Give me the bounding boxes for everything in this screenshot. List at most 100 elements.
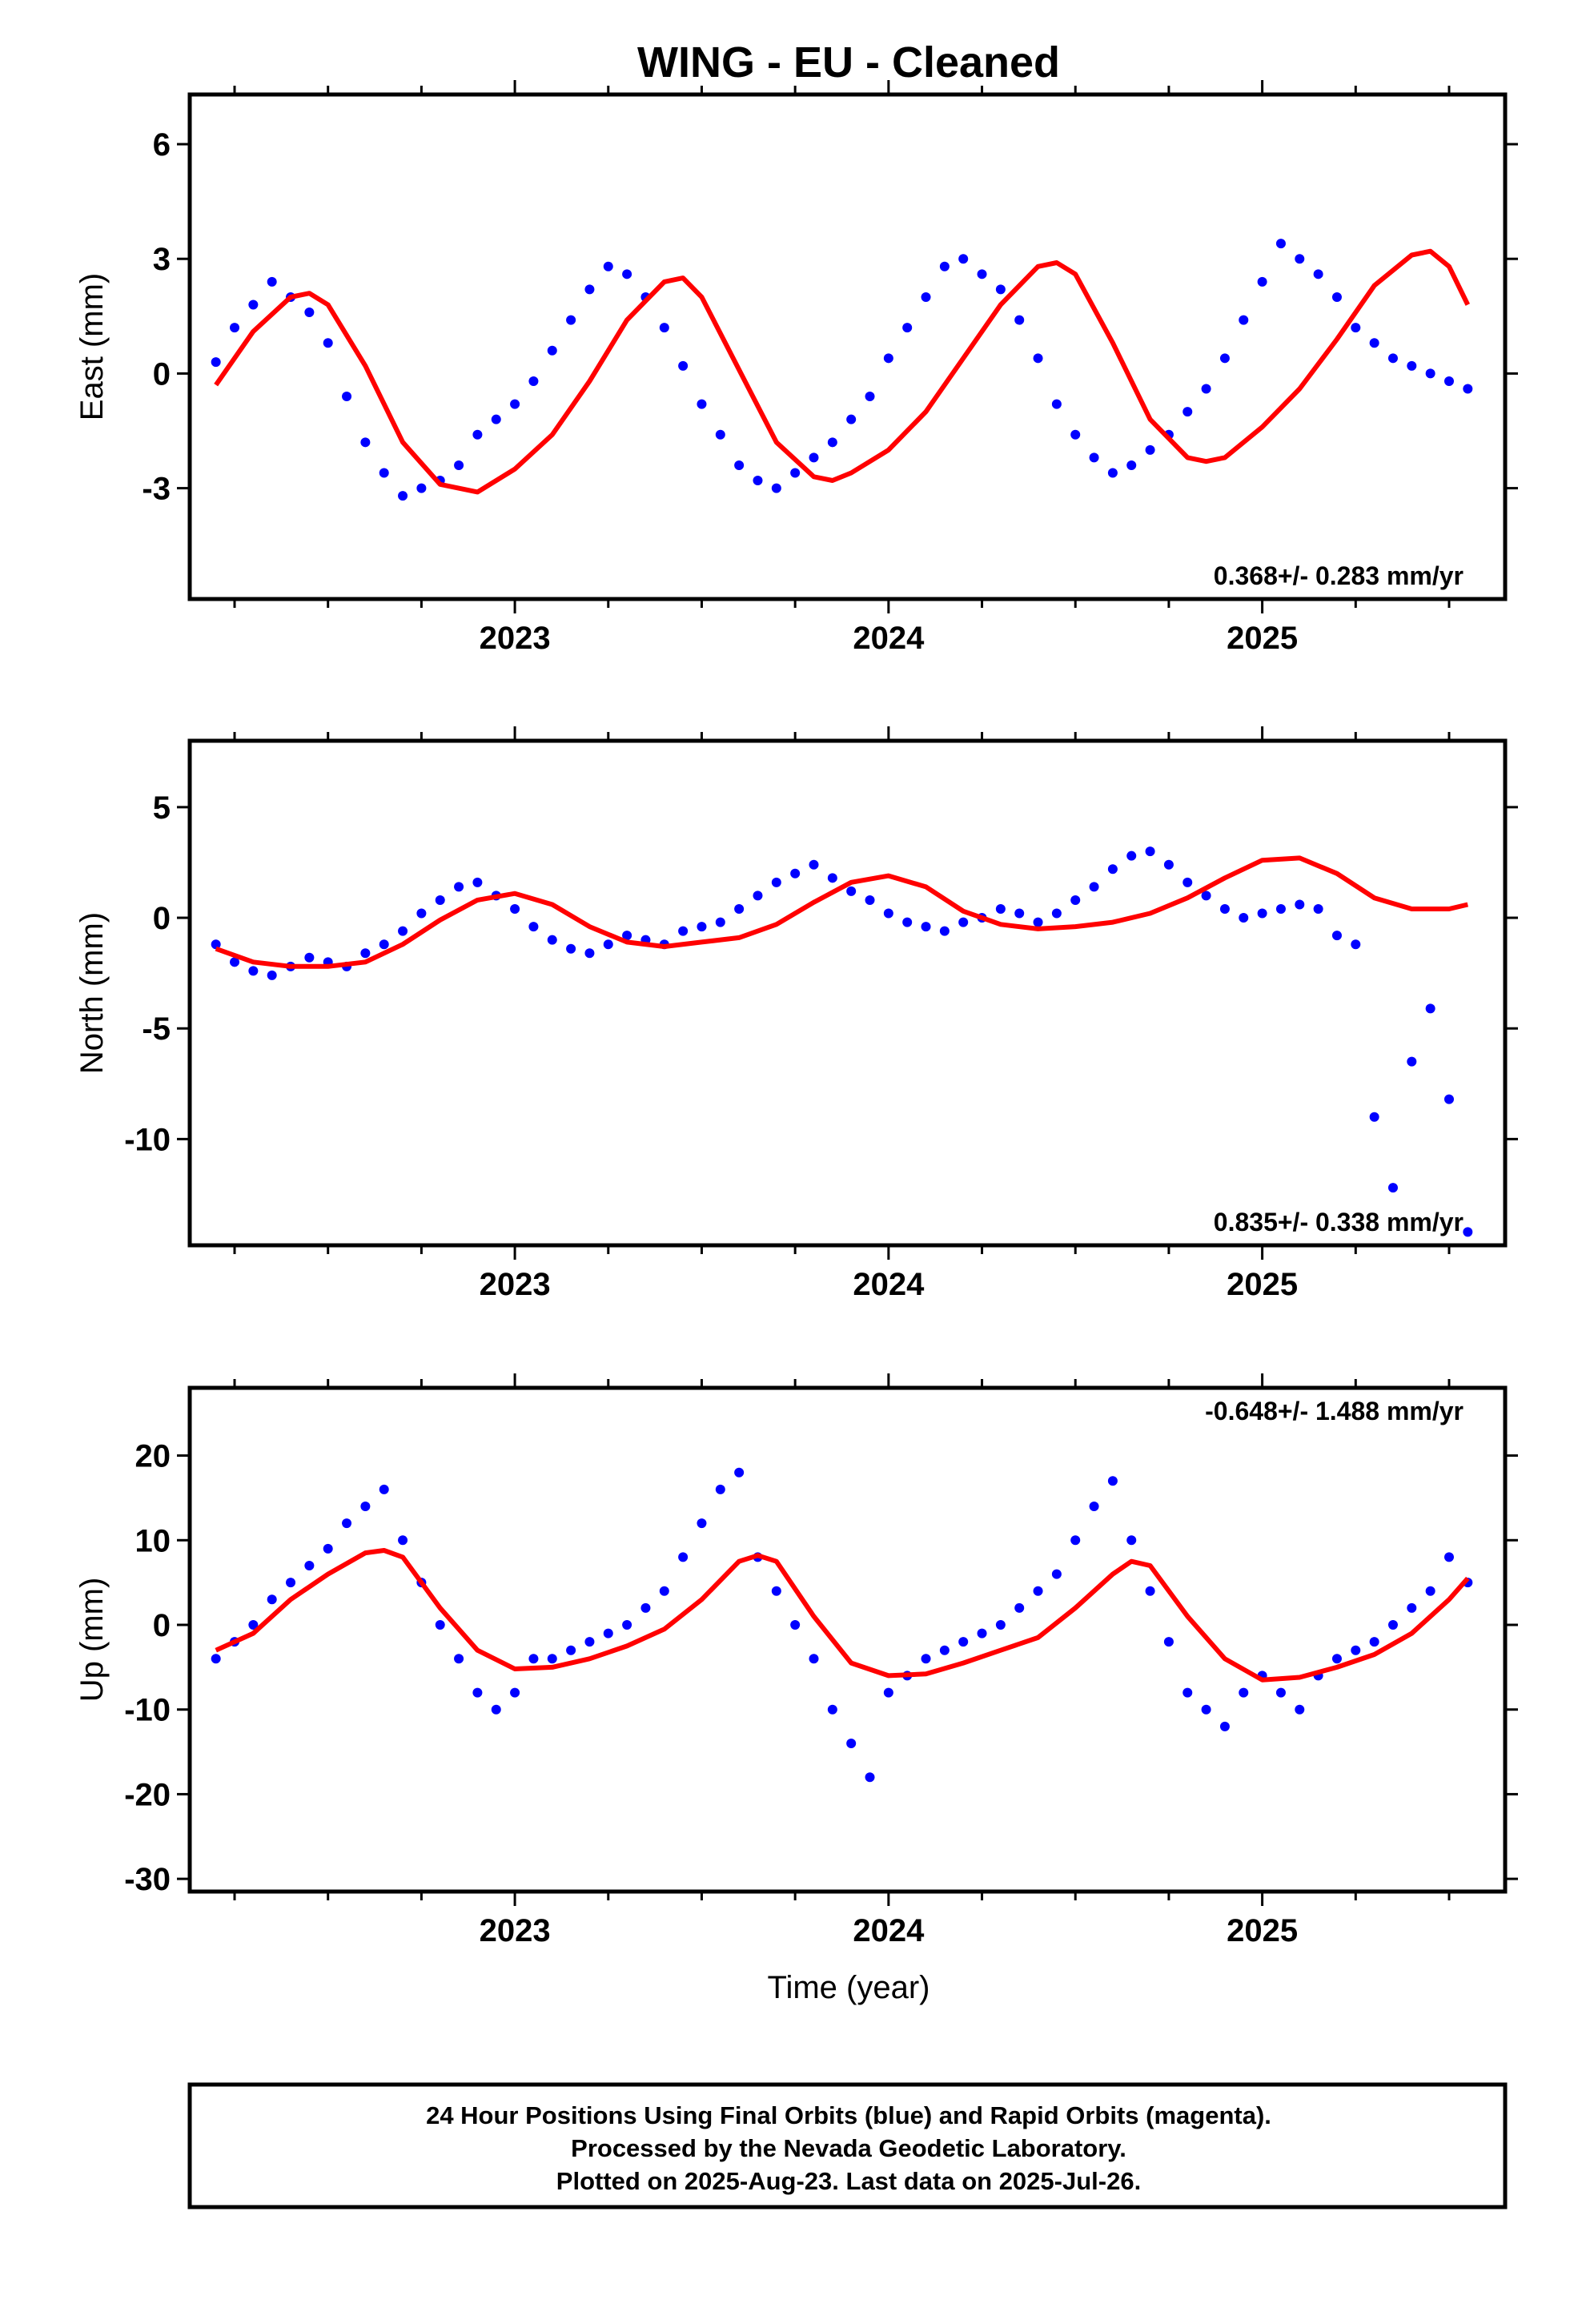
data-point — [1182, 1687, 1193, 1698]
data-point — [1239, 1687, 1249, 1698]
data-point — [921, 292, 931, 302]
data-point — [697, 922, 707, 932]
data-point — [771, 483, 781, 493]
data-point — [790, 468, 801, 478]
data-point — [472, 877, 483, 887]
data-point — [267, 1594, 277, 1605]
data-point — [939, 261, 950, 271]
data-point — [248, 966, 259, 976]
data-point — [1219, 904, 1230, 914]
plot-frame — [187, 92, 1508, 601]
data-point — [995, 1620, 1006, 1630]
data-point — [1257, 276, 1267, 287]
data-point — [1145, 1586, 1155, 1596]
data-point — [547, 935, 557, 945]
data-point — [1201, 384, 1211, 394]
data-point — [584, 284, 595, 295]
data-point — [678, 1552, 689, 1562]
data-point — [1107, 468, 1118, 478]
x-tick-label: 2025 — [1227, 1267, 1298, 1302]
data-point — [1275, 239, 1286, 249]
data-point — [902, 323, 913, 333]
data-point — [958, 1637, 969, 1647]
data-point — [921, 922, 931, 932]
data-point — [603, 261, 613, 271]
panel-east: 2023 2024 2025 -3 0 3 6 East (mm) 0.368+/- 0.283… — [74, 80, 1518, 656]
data-point — [715, 1484, 725, 1494]
fit-line — [215, 1548, 1470, 1683]
data-point — [1443, 376, 1454, 386]
footer-line-1: 24 Hour Positions Using Final Orbits (bl… — [426, 2101, 1271, 2129]
data-point — [715, 917, 725, 927]
y-tick-label: -20 — [124, 1777, 171, 1812]
data-point — [659, 323, 669, 333]
data-point — [566, 1645, 576, 1655]
y-tick-label: 10 — [135, 1523, 171, 1558]
x-tick-label: 2024 — [853, 621, 925, 656]
data-point — [566, 943, 576, 954]
data-point — [360, 1502, 371, 1511]
data-point — [379, 468, 389, 478]
data-point — [734, 1467, 745, 1478]
data-point — [790, 1620, 801, 1630]
x-tick-label: 2023 — [480, 1913, 551, 1948]
data-point — [472, 1687, 483, 1698]
data-point — [454, 1654, 464, 1664]
data-point — [827, 437, 837, 448]
data-point — [267, 970, 277, 980]
data-point — [510, 904, 520, 914]
data-point — [416, 483, 427, 493]
data-point — [584, 948, 595, 959]
rate-label: 0.368+/- 0.283 mm/yr — [1214, 561, 1464, 590]
data-point — [547, 345, 557, 356]
footer-box — [187, 2082, 1508, 2209]
data-point — [1331, 931, 1342, 941]
data-point — [248, 1620, 259, 1630]
data-point — [1239, 913, 1249, 923]
data-point — [230, 957, 240, 967]
data-point — [211, 939, 221, 950]
data-point — [435, 1620, 445, 1630]
data-point — [1387, 1620, 1398, 1630]
y-tick-label: -10 — [124, 1122, 171, 1157]
data-point — [846, 414, 857, 424]
data-point — [1219, 353, 1230, 364]
y-tick-label: -30 — [124, 1862, 171, 1897]
data-point — [1089, 452, 1099, 463]
rate-label: 0.835+/- 0.338 mm/yr — [1214, 1208, 1464, 1236]
data-point — [771, 877, 781, 887]
data-point — [1407, 360, 1417, 371]
data-point — [1070, 1535, 1081, 1546]
data-point — [267, 276, 277, 287]
data-point — [1351, 939, 1361, 950]
data-point — [1107, 1476, 1118, 1486]
data-point — [865, 895, 875, 905]
data-point — [1295, 254, 1305, 264]
data-point — [977, 269, 987, 279]
data-point — [846, 1739, 857, 1748]
y-tick-label: 0 — [153, 356, 171, 392]
data-point — [286, 1578, 296, 1588]
data-point — [1275, 904, 1286, 914]
data-point — [491, 1704, 501, 1715]
y-tick-label: 0 — [153, 1608, 171, 1643]
data-point — [248, 300, 259, 310]
data-point — [1387, 353, 1398, 364]
data-point — [827, 1704, 837, 1715]
fit-line — [215, 855, 1468, 969]
x-tick-label: 2024 — [853, 1913, 925, 1948]
y-axis-label: East (mm) — [74, 273, 110, 420]
data-point — [1182, 407, 1193, 417]
data-point — [1257, 908, 1267, 919]
chart-title: WING - EU - Cleaned — [637, 38, 1060, 86]
data-point — [472, 429, 483, 440]
y-tick-label: 6 — [153, 127, 171, 163]
data-point — [939, 1645, 950, 1655]
data-point — [1463, 1227, 1473, 1237]
data-point — [1070, 895, 1081, 905]
y-tick-label: 3 — [153, 242, 171, 277]
y-tick-label: 5 — [153, 790, 171, 826]
data-point — [697, 1518, 707, 1529]
y-axis-label: Up (mm) — [74, 1578, 110, 1703]
data-point — [1107, 864, 1118, 875]
